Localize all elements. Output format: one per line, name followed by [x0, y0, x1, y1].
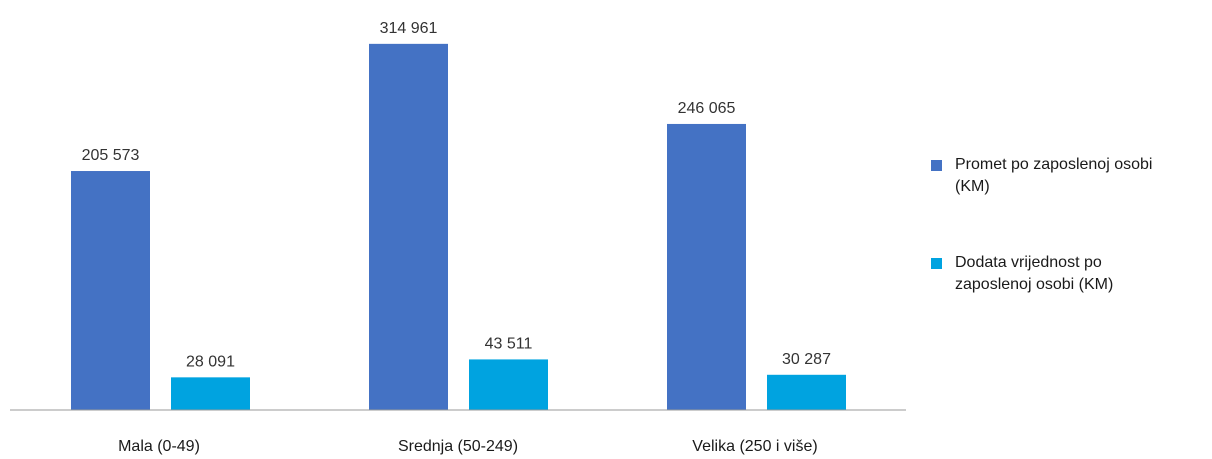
legend-label-dodata-line1: Dodata vrijednost po	[955, 254, 1102, 271]
data-label-promet-velika-250-i-vi-e: 246 065	[678, 100, 736, 117]
data-label-dodata-velika-250-i-vi-e: 30 287	[782, 351, 831, 368]
legend: Promet po zaposlenoj osobi (KM) Dodata v…	[931, 154, 1201, 350]
legend-label-dodata: Dodata vrijednost po zaposlenoj osobi (K…	[955, 252, 1113, 296]
category-label-velika-250-i-vi-e: Velika (250 i više)	[692, 438, 817, 455]
data-label-promet-srednja-50-249: 314 961	[380, 20, 438, 37]
legend-item-dodata: Dodata vrijednost po zaposlenoj osobi (K…	[931, 252, 1201, 296]
category-label-srednja-50-249: Srednja (50-249)	[398, 438, 518, 455]
data-label-promet-mala-0-49: 205 573	[82, 147, 140, 164]
legend-label-promet: Promet po zaposlenoj osobi (KM)	[955, 154, 1152, 198]
bar-dodata-srednja-50-249	[469, 359, 548, 410]
legend-label-dodata-line2: zaposlenoj osobi (KM)	[955, 276, 1114, 293]
data-label-dodata-srednja-50-249: 43 511	[485, 335, 533, 352]
bar-promet-velika-250-i-vi-e	[667, 123, 746, 411]
bar-promet-srednja-50-249	[369, 43, 448, 410]
bar-dodata-mala-0-49	[171, 377, 250, 410]
legend-swatch-promet	[931, 160, 942, 171]
bar-promet-mala-0-49	[71, 171, 150, 410]
legend-swatch-dodata	[931, 258, 942, 269]
category-label-mala-0-49: Mala (0-49)	[118, 438, 200, 455]
labels-group: 205 573 28 091 Mala (0-49) 314 961 43 511 Sre…	[82, 20, 831, 455]
bar-dodata-velika-250-i-vi-e	[767, 374, 846, 410]
legend-item-promet: Promet po zaposlenoj osobi (KM)	[931, 154, 1201, 198]
bars-group	[71, 43, 846, 411]
legend-label-promet-line2: (KM)	[955, 178, 990, 195]
data-label-dodata-mala-0-49: 28 091	[186, 353, 235, 370]
legend-label-promet-line1: Promet po zaposlenoj osobi	[955, 156, 1153, 173]
